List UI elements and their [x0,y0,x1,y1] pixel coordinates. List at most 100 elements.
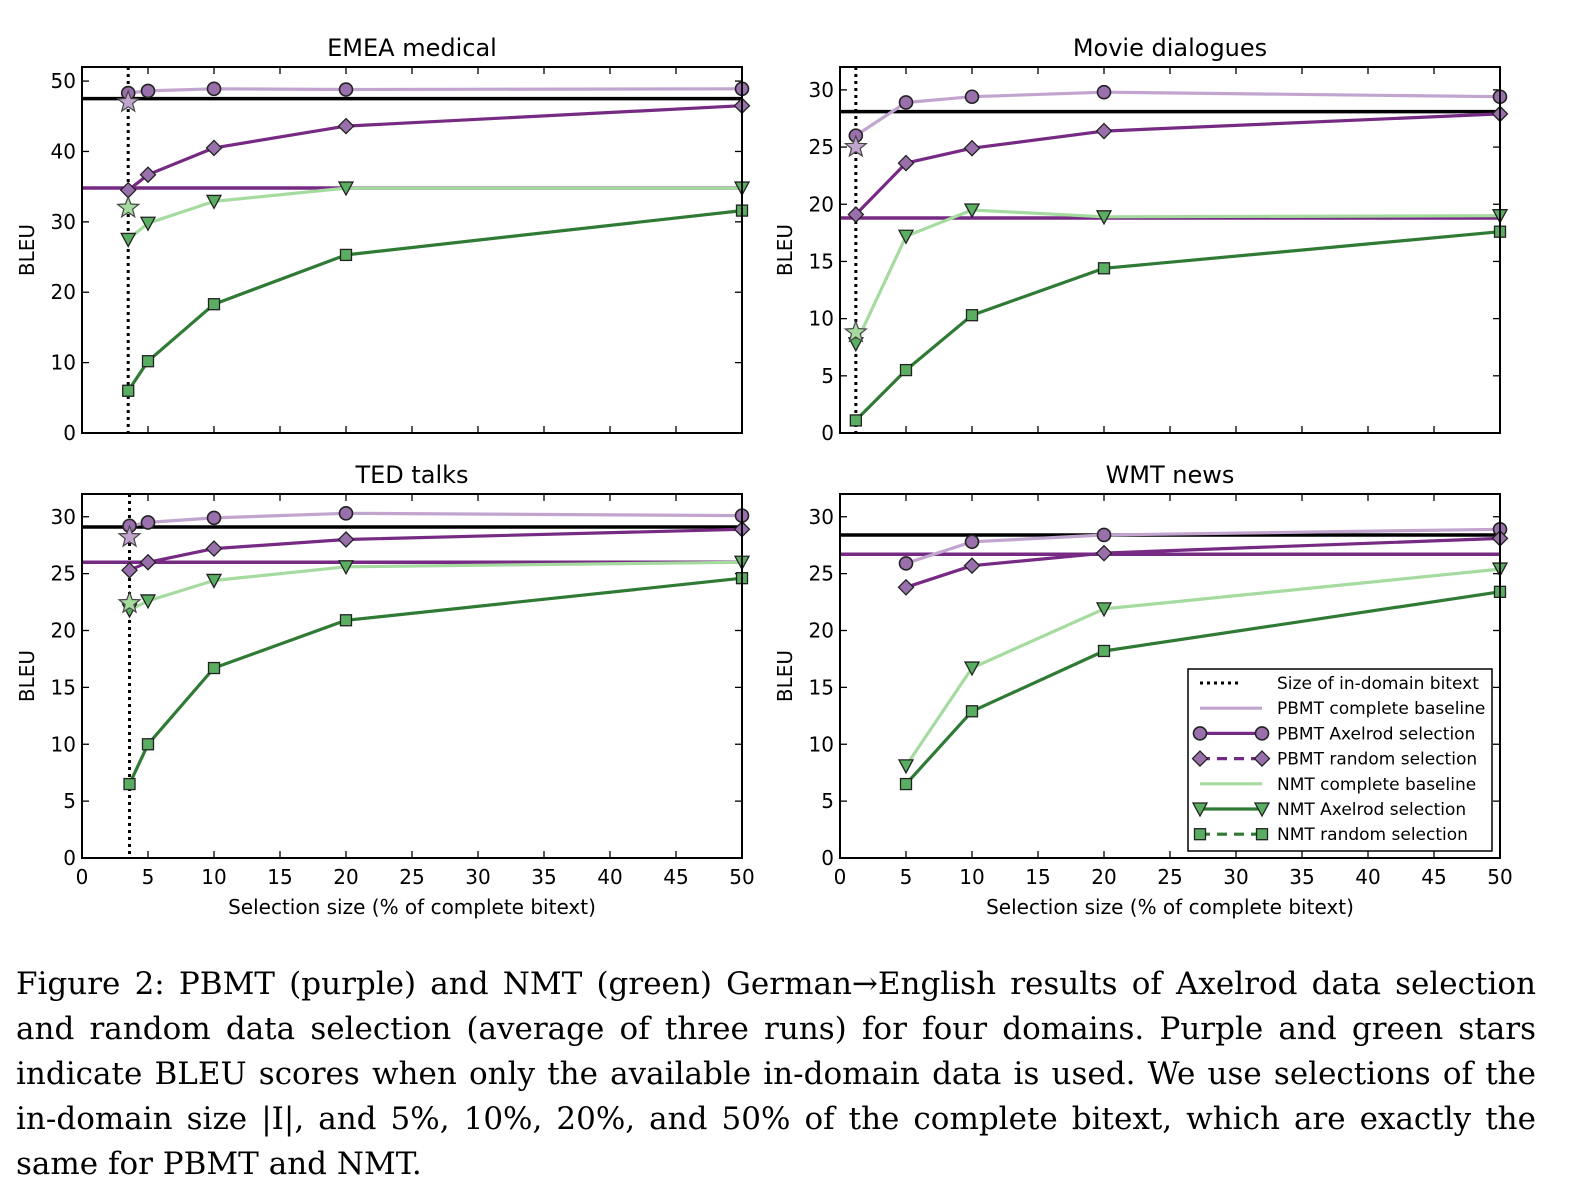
legend-marker [1191,802,1209,818]
series-line [904,590,1501,786]
legend-label: NMT complete baseline [1277,775,1476,795]
data-point [140,83,156,99]
data-point [1096,527,1112,543]
legend-marker [1255,828,1269,841]
data-point [1096,84,1112,100]
plot-frame [81,493,743,859]
data-point [899,363,913,377]
data-point [141,355,155,368]
data-point [139,166,157,184]
legend-label: NMT random selection [1277,825,1468,845]
star-marker [117,524,142,548]
data-point [338,506,354,521]
x-tick-label: 0 [76,865,89,889]
chart-title: TED talks [354,461,468,489]
y-tick-label: 20 [51,280,76,304]
data-point [1097,644,1111,658]
data-point [964,89,980,105]
data-point [849,414,862,427]
data-point [897,229,915,245]
chart-panel: WMT news BLEU 0 5 10 15 20 25 30 0 5 10 15 20 25 30 35 40… [773,461,1513,919]
data-point [898,556,914,571]
x-tick-label: 0 [834,865,847,889]
series-line [904,567,1501,767]
chart-panel: EMEA medical BLEU 0 10 20 30 40 50 [15,34,751,445]
figure-caption: Figure 2: PBMT (purple) and NMT (green) … [16,966,1536,1182]
y-tick-label: 15 [51,675,76,699]
data-point [963,661,981,677]
legend-marker [1253,802,1271,818]
series-line [128,576,743,785]
data-point [139,594,157,610]
y-tick-label: 20 [51,619,76,643]
data-point [337,181,355,197]
x-tick-label: 25 [399,865,424,889]
y-tick-label: 10 [809,732,834,756]
x-tick-label: 45 [1421,865,1446,889]
data-point [1095,210,1113,226]
y-tick-label: 30 [809,78,834,102]
series-line [129,511,743,528]
y-tick-label: 5 [821,364,834,388]
x-tick-label: 25 [1157,865,1182,889]
y-axis-label: BLEU [15,650,39,702]
y-tick-label: 15 [809,675,834,699]
data-point [847,206,865,223]
series-line [128,560,743,612]
x-tick-label: 20 [333,865,358,889]
data-point [337,117,355,135]
data-point [207,298,221,311]
x-tick-label: 40 [1355,865,1380,889]
chart-panel: TED talks BLEU 0 5 10 15 20 25 30 0 5 10 15 20 25 30 35 4… [15,461,755,919]
legend-marker [1192,726,1208,741]
data-point [120,232,137,248]
x-tick-label: 20 [1091,865,1116,889]
data-point [1095,122,1113,140]
data-point [1097,262,1111,275]
chart-title: WMT news [1106,461,1235,489]
data-point [338,82,354,97]
x-axis-label: Selection size (% of complete bitext) [228,895,596,919]
y-tick-label: 5 [821,789,834,813]
y-tick-label: 25 [51,562,76,586]
star-marker [843,134,868,158]
y-tick-label: 5 [63,789,76,813]
star-marker [843,319,868,343]
data-point [847,337,864,353]
data-point [206,81,222,97]
data-point [337,560,355,576]
data-point [205,194,223,210]
y-tick-label: 0 [821,846,834,870]
plot-frame [81,66,743,434]
x-tick-label: 50 [1487,865,1512,889]
y-tick-label: 15 [809,249,834,273]
y-tick-label: 0 [821,421,834,445]
data-point [139,216,157,232]
chart-panel: Movie dialogues BLEU 0 5 10 15 20 25 30 [773,34,1509,445]
x-tick-label: 40 [597,865,622,889]
data-point [963,203,981,219]
x-tick-label: 35 [531,865,556,889]
y-tick-label: 0 [63,421,76,445]
plot-frame [839,66,1501,434]
series-line [854,230,1501,422]
legend-marker [1193,828,1207,841]
data-point [206,510,222,526]
data-point [897,759,915,775]
y-axis-label: BLEU [15,224,39,276]
data-point [899,777,913,791]
x-tick-label: 50 [729,865,754,889]
y-tick-label: 40 [51,139,76,163]
y-tick-label: 0 [63,846,76,870]
x-tick-label: 15 [267,865,292,889]
legend-label: PBMT random selection [1277,750,1477,770]
legend-label: Size of in-domain bitext [1277,674,1479,694]
y-tick-label: 20 [809,619,834,643]
y-tick-label: 30 [809,505,834,529]
x-tick-label: 10 [201,865,226,889]
data-point [1095,602,1113,618]
x-tick-label: 30 [1223,865,1248,889]
x-tick-label: 30 [465,865,490,889]
data-point [205,540,223,558]
